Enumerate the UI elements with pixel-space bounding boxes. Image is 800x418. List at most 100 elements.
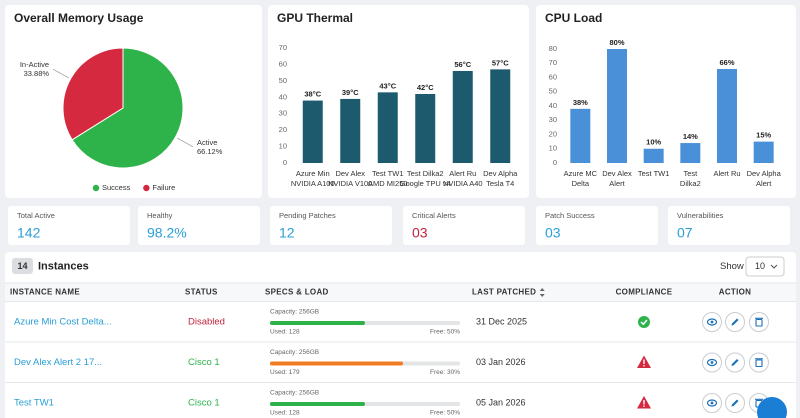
- column-header: STATUS: [185, 288, 218, 297]
- eye-pupil: [710, 401, 714, 405]
- used: Used: 128: [270, 410, 300, 417]
- column-header: ACTION: [719, 288, 751, 297]
- delete-button[interactable]: [749, 312, 769, 332]
- y-tick-label: 20: [279, 125, 287, 134]
- y-tick-label: 10: [549, 144, 557, 153]
- capacity: Capacity: 256GB: [270, 309, 319, 316]
- value-label: 43°C: [379, 81, 396, 90]
- status: Cisco 1: [188, 357, 220, 368]
- stat-value: 142: [17, 225, 41, 241]
- x-tick-label: Test TW1: [372, 169, 404, 178]
- bar: [753, 141, 774, 163]
- bar: [717, 68, 737, 163]
- bar: [452, 71, 473, 163]
- stat-card: [138, 206, 260, 245]
- free: Free: 30%: [430, 369, 460, 376]
- leader-line: [52, 68, 69, 79]
- bar: [377, 92, 398, 163]
- warning-dot: [643, 405, 645, 407]
- x-tick-label: Azure Min: [296, 169, 330, 178]
- eye-icon: [706, 358, 718, 367]
- x-tick-label: Alert Ru: [713, 169, 740, 178]
- count-badge: [12, 258, 33, 274]
- column-header: SPECS & LOAD: [265, 288, 329, 297]
- y-tick-label: 40: [549, 101, 557, 110]
- y-tick-label: 80: [549, 44, 557, 53]
- load-bar: [270, 402, 365, 406]
- x-tick-label: Alert: [609, 179, 625, 188]
- warning-bar: [643, 400, 645, 405]
- x-tick-label: Dev Alpha: [483, 169, 518, 178]
- x-tick-label: NVIDIA A40: [443, 179, 483, 188]
- y-tick-label: 30: [549, 115, 557, 124]
- instance-count: 14: [17, 261, 27, 271]
- x-tick-label: AMD MI250: [368, 179, 408, 188]
- last-patched: 05 Jan 2026: [476, 397, 526, 407]
- chart-title: GPU Thermal: [277, 11, 353, 25]
- capacity: Capacity: 256GB: [270, 390, 319, 397]
- table-header: [5, 283, 796, 302]
- x-tick-label: Dev Alex: [602, 169, 632, 178]
- compliance-ok: [638, 316, 650, 328]
- eye-pupil: [710, 320, 714, 324]
- instance-name[interactable]: Test TW1: [14, 398, 54, 409]
- load-bar: [270, 321, 365, 325]
- x-tick-label: Alert: [756, 179, 772, 188]
- x-tick-label: Dilka2: [680, 179, 701, 188]
- stat-label: Vulnerabilities: [677, 211, 724, 220]
- slice-value: 66.12%: [197, 147, 223, 156]
- x-tick-label: Dev Alex: [335, 169, 365, 178]
- value-label: 66%: [719, 58, 734, 67]
- bar: [680, 143, 701, 163]
- legend-swatch: [92, 184, 100, 192]
- y-tick-label: 10: [279, 142, 287, 151]
- stat-label: Patch Success: [545, 211, 595, 220]
- stat-label: Pending Patches: [279, 211, 336, 220]
- x-tick-label: Test Dilka2: [407, 169, 444, 178]
- stat-label: Total Active: [17, 211, 55, 220]
- y-tick-label: 40: [279, 92, 287, 101]
- load-bar: [270, 361, 403, 366]
- sort-icon[interactable]: [539, 288, 545, 297]
- value-label: 80%: [609, 38, 624, 47]
- delete-button[interactable]: [749, 352, 769, 373]
- free: Free: 50%: [430, 410, 460, 417]
- value-label: 15%: [756, 131, 771, 140]
- panel-title: Instances: [38, 260, 89, 272]
- stat-value: 03: [545, 225, 561, 241]
- page-size: 10: [755, 261, 765, 271]
- bar: [643, 148, 664, 163]
- x-tick-label: Azure MC: [564, 169, 598, 178]
- select-chevron: [770, 264, 778, 269]
- slice-label: Active: [197, 138, 217, 147]
- bar: [415, 94, 436, 163]
- instance-name[interactable]: Azure Min Cost Delta...: [14, 317, 112, 328]
- x-tick-label: Dev Alpha: [747, 169, 782, 178]
- bar: [607, 49, 627, 163]
- used: Used: 128: [270, 329, 300, 336]
- chat-button[interactable]: [757, 397, 787, 418]
- y-tick-label: 70: [549, 58, 557, 67]
- check-mark: [640, 319, 648, 326]
- stat-value: 12: [279, 225, 295, 241]
- y-tick-label: 60: [549, 72, 557, 81]
- x-tick-label: Test TW1: [638, 169, 670, 178]
- bar: [340, 98, 361, 163]
- x-tick-label: NVIDIA A100: [291, 179, 335, 188]
- value-label: 42°C: [417, 83, 434, 92]
- leader-line: [177, 137, 194, 148]
- stat-value: 03: [412, 225, 428, 241]
- instance-name[interactable]: Dev Alex Alert 2 17...: [14, 357, 102, 368]
- x-tick-label: NVIDIA V100: [328, 179, 372, 188]
- used: Used: 179: [270, 369, 300, 376]
- warning-dot: [643, 365, 645, 367]
- stat-card: [668, 206, 790, 245]
- chart-title: Overall Memory Usage: [14, 11, 144, 25]
- show-label: Show: [720, 261, 744, 272]
- stat-card: [270, 206, 392, 245]
- status: Cisco 1: [188, 398, 220, 409]
- eye-icon: [706, 399, 718, 407]
- stat-value: 98.2%: [147, 225, 187, 241]
- page-size-select[interactable]: [745, 256, 785, 277]
